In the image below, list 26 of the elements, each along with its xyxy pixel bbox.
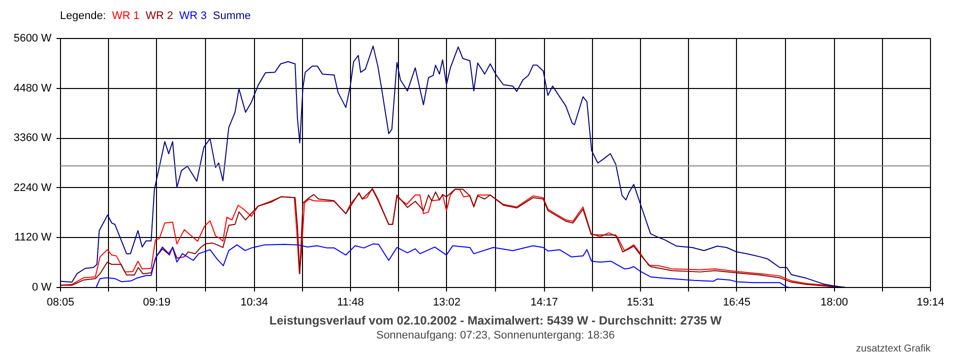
y-tick-label: 2240 W [14,182,52,194]
text: Summe [212,10,251,22]
line-series [60,46,846,288]
x-tick-label: 08:05 [46,296,74,308]
text: zusatztext Grafik [856,344,932,354]
x-tick-label: 13:02 [432,296,460,308]
x-tick-label: 19:14 [916,296,944,308]
x-tick-label: 11:48 [337,296,364,308]
legend-title: Legende: [60,10,106,22]
text: Sonnenaufgang: 07:23, Sonnenuntergang: 18:36 [376,330,615,342]
y-tick-label: 3360 W [14,132,52,144]
y-tick-label: 5600 W [14,32,52,44]
x-tick-label: 10:34 [240,296,268,308]
x-tick-label: 18:00 [820,296,848,308]
y-tick-label: 4480 W [14,82,52,94]
x-tick-label: 14:17 [530,296,558,308]
line-series [96,243,790,288]
x-tick-label: 16:45 [722,296,751,308]
x-tick-label: 15:31 [626,296,654,308]
text: Leistungsverlauf vom 02.10.2002 - Maximalwert: 5439 W - Durchschnitt: 2735 W [269,314,722,328]
text: WR 1 [112,10,140,22]
text: WR 3 [179,10,207,22]
text: WR 2 [146,10,174,22]
y-tick-label: 0 W [32,282,52,294]
y-tick-label: 1120 W [14,232,52,244]
x-tick-label: 09:19 [142,296,171,308]
